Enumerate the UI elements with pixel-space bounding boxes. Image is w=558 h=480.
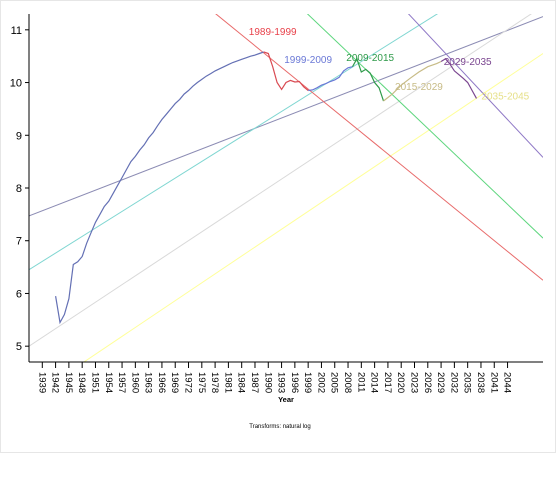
- x-tick-label: 1993: [276, 372, 287, 393]
- y-tick-label: 6: [16, 288, 22, 300]
- x-tick-label: 2014: [369, 372, 380, 393]
- x-tick-label: 1975: [196, 372, 207, 393]
- x-tick-label: 1960: [129, 372, 140, 393]
- series-line-6: [440, 58, 478, 99]
- x-tick-label: 2038: [475, 372, 486, 393]
- trend-line-3: [29, 14, 532, 347]
- x-tick-label: 2026: [422, 372, 433, 393]
- x-tick-label: 1939: [36, 372, 47, 393]
- x-tick-label: 1981: [222, 372, 233, 393]
- segment-label: 2009-2015: [346, 53, 394, 64]
- x-tick-label: 2035: [462, 372, 473, 393]
- trend-line-5: [215, 14, 543, 281]
- x-tick-label: 1984: [236, 372, 247, 393]
- x-tick-label: 1942: [50, 372, 61, 393]
- y-tick-label: 9: [16, 130, 22, 142]
- trend-line-2: [29, 14, 439, 271]
- trend-lines: [29, 14, 543, 362]
- x-tick-label: 1963: [143, 372, 154, 393]
- segment-label: 2029-2035: [444, 57, 492, 68]
- x-tick-label: 1945: [63, 372, 74, 393]
- x-tick-label: 1969: [169, 372, 180, 393]
- segment-label: 2015-2029: [395, 82, 443, 93]
- series-line-4: [351, 57, 385, 102]
- y-tick-label: 5: [16, 341, 22, 353]
- x-tick-label: 2044: [502, 372, 513, 393]
- x-tick-label: 1948: [76, 372, 87, 393]
- x-tick-label: 2002: [315, 372, 326, 393]
- segment-label: 1989-1999: [249, 27, 297, 38]
- y-axis-ticks: 5 6 7 8 9 10 11: [10, 25, 29, 353]
- x-tick-label: 2011: [355, 372, 366, 392]
- x-tick-label: 1954: [103, 372, 114, 393]
- x-tick-label: 2017: [382, 372, 393, 393]
- x-tick-label: 2020: [395, 372, 406, 393]
- series-line-5: [383, 60, 442, 102]
- x-tick-label: 1951: [89, 372, 100, 393]
- x-tick-label: 1996: [289, 372, 300, 393]
- y-tick-label: 11: [11, 25, 22, 37]
- x-tick-label: 2008: [342, 372, 353, 393]
- x-tick-label: 1999: [302, 372, 313, 393]
- series-line-3: [308, 66, 353, 92]
- y-tick-label: 8: [16, 183, 22, 195]
- trend-line-7: [407, 14, 543, 158]
- segment-labels: 1989-1999 1999-2009 2009-2015 2015-2029 2029…: [249, 27, 530, 102]
- series-line-1: [55, 51, 264, 325]
- trend-line-1: [29, 16, 543, 217]
- x-tick-label: 1978: [209, 372, 220, 393]
- data-series: [55, 51, 478, 325]
- series-line-2: [263, 51, 309, 91]
- x-axis-title: Year: [278, 395, 294, 404]
- transform-note: Transforms: natural log: [249, 424, 310, 430]
- x-tick-label: 1957: [116, 372, 127, 393]
- x-tick-label: 2029: [435, 372, 446, 393]
- y-tick-label: 10: [10, 78, 22, 90]
- x-tick-label: 2023: [409, 372, 420, 393]
- segment-label: 1999-2009: [284, 55, 332, 66]
- x-tick-label: 2041: [488, 372, 499, 393]
- trend-line-4: [83, 53, 543, 362]
- trend-line-6: [306, 14, 543, 239]
- x-tick-label: 1966: [156, 372, 167, 393]
- y-tick-label: 7: [16, 236, 22, 248]
- x-tick-label: 1987: [249, 372, 260, 393]
- x-tick-label: 2005: [329, 372, 340, 393]
- x-tick-label: 2032: [448, 372, 459, 393]
- segment-label: 2035-2045: [481, 91, 529, 102]
- chart-frame: [0, 0, 556, 453]
- x-tick-label: 1972: [183, 372, 194, 393]
- x-tick-label: 1990: [262, 372, 273, 393]
- x-axis-ticks: 1939 1942 1945 1948 1951 1954 1957 1960 1963 1966…: [36, 362, 513, 393]
